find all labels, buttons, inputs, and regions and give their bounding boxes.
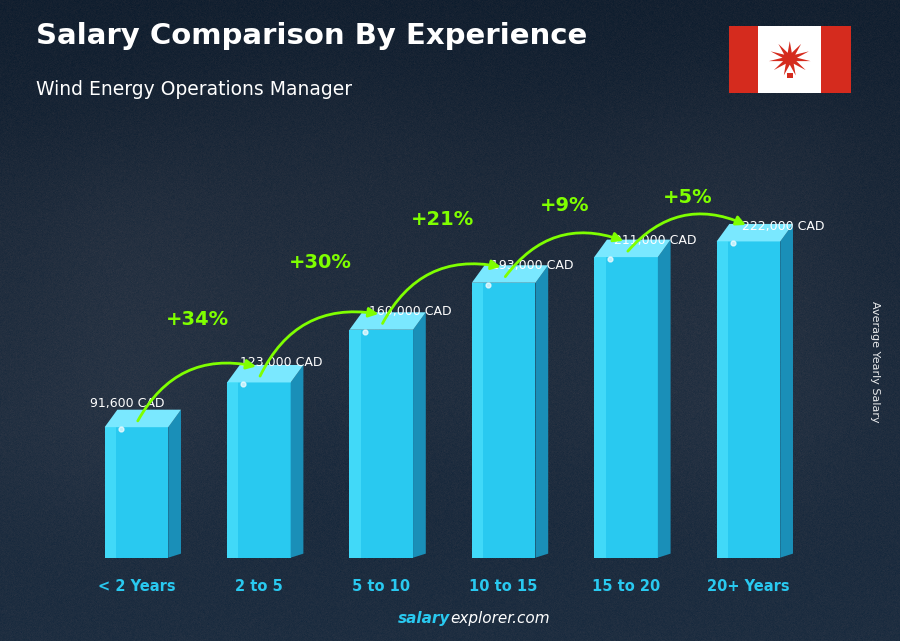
Polygon shape — [594, 240, 670, 257]
Text: +30%: +30% — [289, 253, 352, 272]
Polygon shape — [658, 240, 670, 558]
Polygon shape — [594, 257, 606, 558]
Text: Wind Energy Operations Manager: Wind Energy Operations Manager — [36, 80, 352, 99]
Text: < 2 Years: < 2 Years — [97, 579, 176, 594]
Polygon shape — [536, 265, 548, 558]
Polygon shape — [413, 312, 426, 558]
Polygon shape — [227, 365, 303, 383]
Polygon shape — [787, 73, 793, 78]
Polygon shape — [594, 257, 658, 558]
Text: 211,000 CAD: 211,000 CAD — [614, 235, 697, 247]
Polygon shape — [769, 41, 811, 76]
Text: 222,000 CAD: 222,000 CAD — [742, 220, 824, 233]
Polygon shape — [716, 224, 793, 242]
Polygon shape — [104, 427, 116, 558]
Polygon shape — [729, 26, 758, 93]
Polygon shape — [349, 329, 413, 558]
Text: +34%: +34% — [166, 310, 230, 329]
Polygon shape — [822, 26, 850, 93]
Text: +5%: +5% — [662, 188, 712, 207]
Text: Average Yearly Salary: Average Yearly Salary — [869, 301, 880, 423]
Text: +9%: +9% — [540, 196, 590, 215]
Polygon shape — [349, 312, 426, 329]
Text: +21%: +21% — [410, 210, 474, 229]
Text: 10 to 15: 10 to 15 — [470, 579, 538, 594]
Polygon shape — [227, 383, 239, 558]
Polygon shape — [291, 365, 303, 558]
Text: 91,600 CAD: 91,600 CAD — [90, 397, 165, 410]
Text: 5 to 10: 5 to 10 — [352, 579, 410, 594]
Polygon shape — [168, 410, 181, 558]
Text: 160,000 CAD: 160,000 CAD — [369, 305, 452, 318]
Text: 123,000 CAD: 123,000 CAD — [240, 356, 323, 369]
Polygon shape — [472, 265, 548, 283]
Polygon shape — [104, 427, 168, 558]
Polygon shape — [472, 283, 483, 558]
Text: 15 to 20: 15 to 20 — [592, 579, 661, 594]
Polygon shape — [227, 383, 291, 558]
Polygon shape — [716, 242, 728, 558]
Text: 2 to 5: 2 to 5 — [235, 579, 283, 594]
Polygon shape — [472, 283, 536, 558]
Text: Salary Comparison By Experience: Salary Comparison By Experience — [36, 22, 587, 51]
Polygon shape — [104, 410, 181, 427]
Text: 20+ Years: 20+ Years — [707, 579, 790, 594]
FancyBboxPatch shape — [725, 23, 854, 96]
Polygon shape — [716, 242, 780, 558]
Text: salary: salary — [398, 611, 450, 626]
Text: 193,000 CAD: 193,000 CAD — [491, 259, 574, 272]
Polygon shape — [349, 329, 361, 558]
Text: explorer.com: explorer.com — [450, 611, 550, 626]
Polygon shape — [780, 224, 793, 558]
